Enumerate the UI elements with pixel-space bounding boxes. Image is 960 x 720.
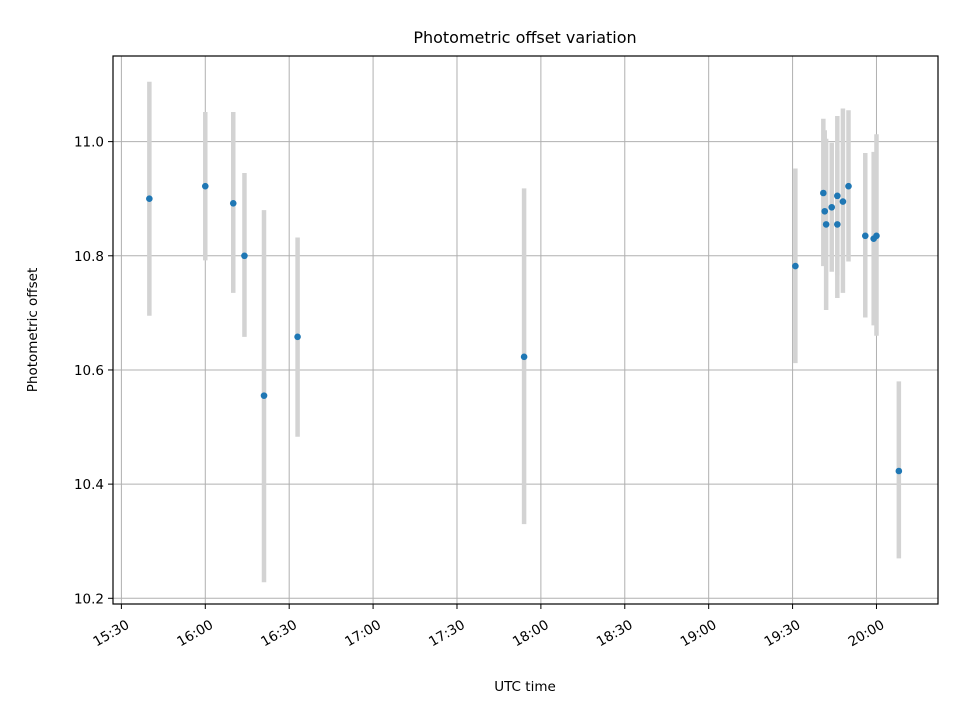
data-point	[845, 182, 852, 190]
data-point	[820, 189, 827, 197]
y-tick-label: 10.4	[74, 477, 104, 493]
data-point	[839, 198, 847, 205]
data-point	[834, 221, 841, 228]
y-tick-label: 10.8	[74, 249, 104, 265]
y-axis-label: Photometric offset	[25, 268, 41, 392]
y-tick-label: 10.2	[74, 591, 104, 607]
data-point	[895, 467, 903, 475]
y-tick-label: 11.0	[74, 135, 104, 151]
errorbar-layer	[147, 81, 902, 583]
x-tick-label: 18:00	[510, 617, 552, 650]
y-tick-label: 10.6	[74, 363, 104, 379]
data-point	[821, 207, 829, 215]
x-tick-label: 15:30	[90, 617, 132, 650]
x-tick-layer: 15:30 16:00 16:30 17:00 17:30 18:00 18:30 19:00…	[90, 604, 887, 650]
data-point	[146, 195, 153, 203]
y-tick-layer: 10.2 10.4 10.6 10.8 11.0	[74, 135, 113, 607]
x-tick-label: 17:00	[342, 617, 384, 650]
data-point	[229, 199, 237, 207]
data-point	[241, 252, 248, 260]
data-point	[834, 192, 841, 200]
x-tick-label: 18:30	[594, 617, 636, 650]
data-point	[828, 203, 836, 211]
data-point	[520, 353, 528, 361]
x-tick-label: 19:00	[678, 617, 720, 650]
data-point	[260, 392, 268, 399]
data-point	[873, 232, 880, 240]
data-point	[294, 333, 301, 341]
plot-frame	[112, 55, 939, 605]
data-point	[861, 232, 869, 240]
data-point	[201, 182, 209, 190]
x-tick-label: 19:30	[762, 617, 804, 650]
chart-title: Photometric offset variation	[413, 28, 636, 47]
data-point	[822, 221, 830, 228]
x-tick-label: 16:30	[258, 617, 300, 650]
x-tick-label: 20:00	[846, 617, 888, 650]
x-tick-label: 17:30	[426, 617, 468, 650]
x-axis-label: UTC time	[494, 679, 556, 695]
data-point	[792, 262, 799, 270]
point-layer	[146, 182, 903, 475]
x-tick-label: 16:00	[174, 617, 216, 650]
